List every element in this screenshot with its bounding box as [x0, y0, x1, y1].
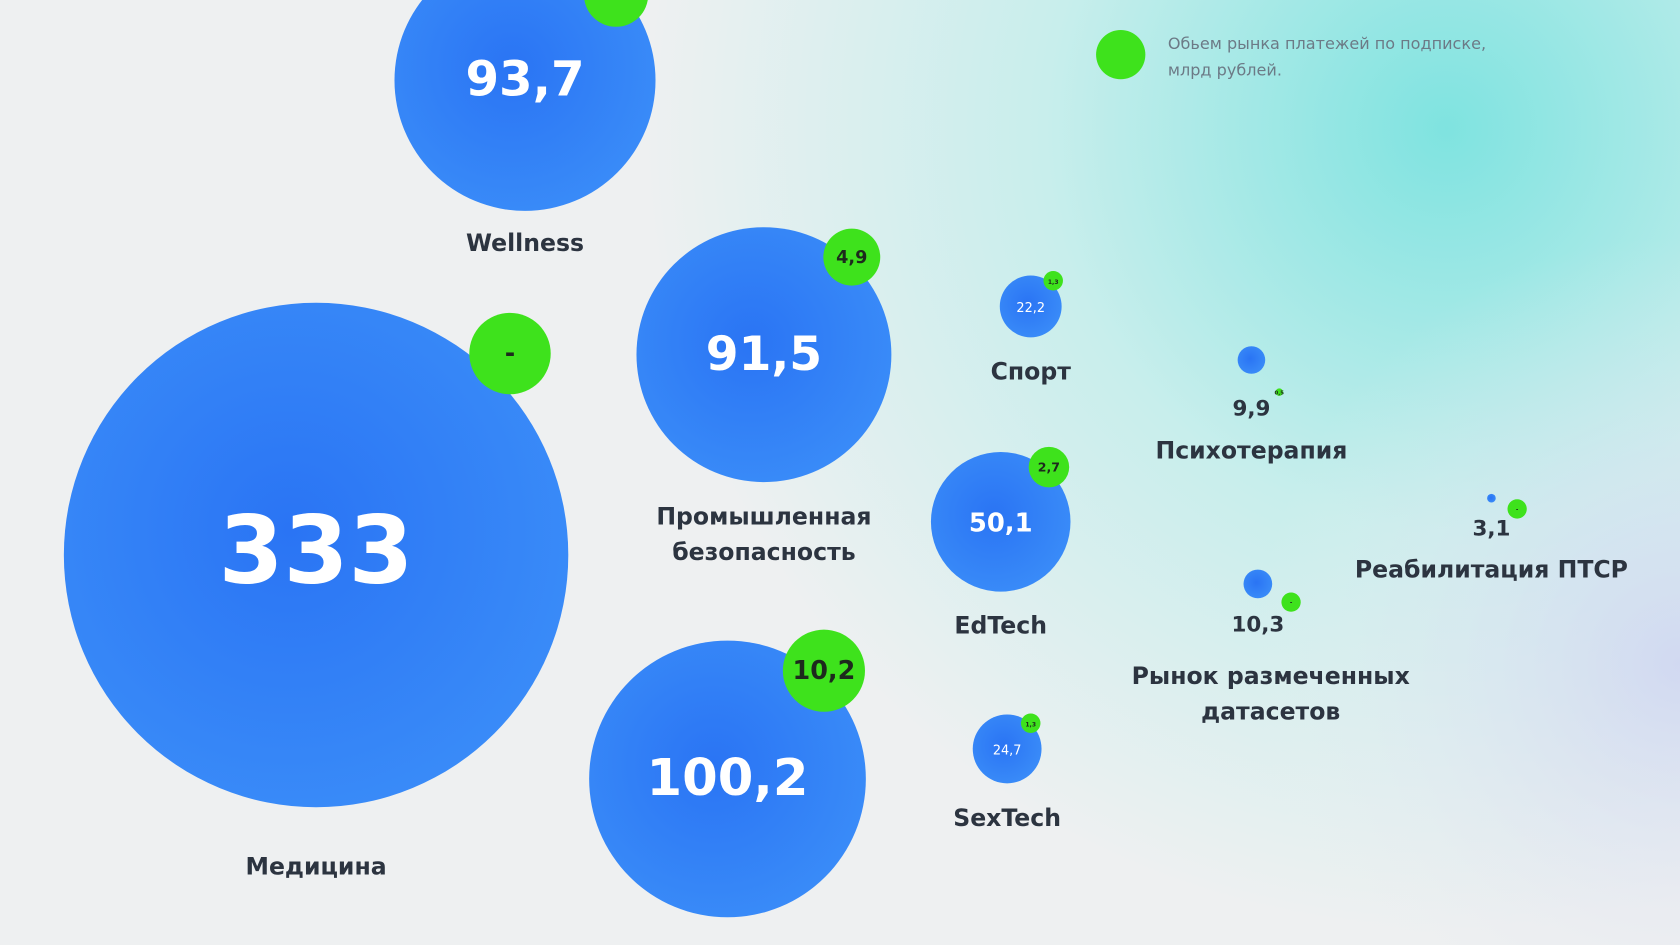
bubble-name: Реабилитация ПТСР: [1355, 556, 1628, 584]
sub-label: -: [1516, 506, 1519, 513]
sub-label: 2,7: [1038, 460, 1060, 475]
sub-bubble: [1020, 713, 1041, 733]
sub-bubble: [782, 629, 865, 712]
sub-bubble: [1507, 499, 1527, 519]
sub-bubble: [1043, 270, 1063, 291]
bubble: [63, 302, 569, 808]
value-label: 24,7: [993, 744, 1022, 759]
sub-label: 10,2: [793, 656, 856, 686]
bubble: [999, 275, 1062, 338]
bubble-name: Рынок размеченных датасетов: [1132, 662, 1410, 725]
bubble: [394, 0, 656, 211]
bubble: [930, 452, 1071, 592]
sub-bubble: [1028, 446, 1070, 488]
bubble: [1487, 493, 1496, 503]
value-label: 22,2: [1016, 301, 1045, 316]
value-label: 93,7: [465, 52, 584, 108]
bubble: [636, 227, 892, 483]
bubble-name: Wellness: [466, 229, 584, 257]
sub-bubble: [823, 228, 881, 286]
value-label: 91,5: [706, 327, 822, 382]
bubble-name: SexTech: [953, 804, 1061, 832]
sub-label: -: [505, 339, 515, 368]
bubble: [589, 640, 866, 918]
sub-label: 1,3: [1025, 721, 1036, 728]
sub-label: -: [1290, 600, 1293, 607]
legend-marker: [1096, 30, 1146, 80]
sub-label: 1,3: [1048, 279, 1059, 286]
value-label: 333: [219, 497, 414, 606]
sub-label: 4,9: [836, 248, 867, 268]
value-label: 100,2: [647, 748, 809, 808]
sub-bubble: [469, 312, 551, 395]
bubble-name: Промышленная безопасность: [656, 502, 871, 565]
bubble-name: Психотерапия: [1155, 437, 1347, 465]
sub-bubble: [1281, 592, 1301, 612]
value-label: 9,9: [1232, 396, 1270, 421]
bubble: [1243, 569, 1273, 599]
bubble: [1237, 346, 1266, 374]
sub-bubble: [1275, 388, 1284, 396]
value-label: 50,1: [969, 508, 1033, 538]
sub-label: 0,5: [1275, 391, 1285, 397]
value-label: 3,1: [1472, 516, 1510, 541]
sub-bubble: [584, 0, 648, 27]
bubble-name: EdTech: [954, 611, 1047, 639]
bubble-name: Медицина: [246, 852, 387, 880]
value-label: 10,3: [1231, 613, 1284, 638]
bubble-name: Спорт: [991, 357, 1072, 385]
legend-text: Обьем рынка платежей по подписке, млрд ру…: [1168, 33, 1486, 79]
bubble: [972, 714, 1042, 784]
